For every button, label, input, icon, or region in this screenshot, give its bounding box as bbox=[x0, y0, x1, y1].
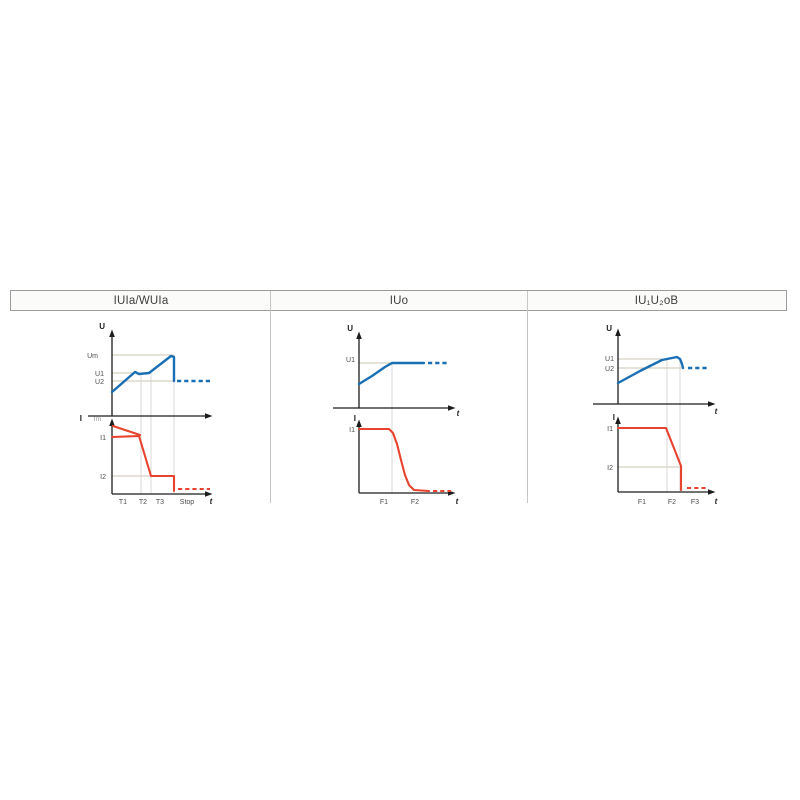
chart-iuo: U U1 t I I1 F1 F2 t bbox=[333, 324, 460, 506]
axis-label-u: U bbox=[606, 324, 612, 333]
tick-label-u1: U1 bbox=[95, 371, 104, 378]
tick-label-stop: Stop bbox=[180, 499, 195, 506]
tick-label-u1: U1 bbox=[605, 356, 614, 363]
blue-solid-curve bbox=[110, 354, 176, 394]
tick-label-f1: F1 bbox=[638, 499, 646, 506]
tick-label-i1: I1 bbox=[100, 435, 106, 442]
axis-arrowhead-up bbox=[109, 329, 115, 337]
axis-label-t: t bbox=[715, 407, 718, 416]
axis-label-u: U bbox=[347, 324, 353, 333]
red-solid-curve bbox=[110, 434, 176, 493]
axis-label-t: t bbox=[457, 409, 460, 418]
tick-label-t3: T3 bbox=[156, 499, 164, 506]
axis-arrowhead-right bbox=[708, 489, 716, 495]
red-solid-curve bbox=[357, 427, 431, 493]
axis-arrowhead-right bbox=[205, 413, 213, 419]
axis-label-t: t bbox=[456, 497, 459, 506]
tick-label-f2: F2 bbox=[668, 499, 676, 506]
axis-arrowhead-right bbox=[448, 405, 456, 411]
axis-label-t: t bbox=[210, 497, 213, 506]
axis-arrowhead-up bbox=[109, 418, 115, 426]
red-solid-curve bbox=[111, 424, 142, 437]
tick-label-u2: U2 bbox=[95, 379, 104, 386]
tick-label-im: Im bbox=[94, 416, 101, 423]
chart-iu1u2ob: U U1 U2 t II1 I2 F1 F2 F3 t bbox=[593, 324, 718, 506]
header-title-text: IUo bbox=[389, 294, 409, 307]
column-divider bbox=[270, 291, 271, 503]
red-solid-curve bbox=[616, 426, 683, 492]
header-title-iuia-wuia: IUIa/WUIa bbox=[11, 291, 271, 310]
blue-solid-curve bbox=[357, 361, 426, 386]
blue-solid-curve bbox=[616, 355, 685, 385]
axis-label-t: t bbox=[715, 497, 718, 506]
axis-arrowhead-up bbox=[356, 419, 362, 427]
tick-label-f1: F1 bbox=[380, 499, 388, 506]
tick-label-f3: F3 bbox=[691, 499, 699, 506]
chart-iuia-wuia: U Um U1U2 I Im I1 I2 T1 T2 T3 Stop t bbox=[80, 322, 213, 506]
header-title-text: IU₁U₂oB bbox=[634, 294, 679, 307]
tick-label-um: Um bbox=[87, 353, 98, 360]
tick-label-t1: T1 bbox=[119, 499, 127, 506]
header-title-iu1u2ob: IU₁U₂oB bbox=[527, 291, 786, 310]
axis-label-i: I bbox=[80, 414, 82, 423]
tick-label-i1: I1 bbox=[607, 426, 613, 433]
axis-arrowhead-right bbox=[205, 491, 213, 497]
tick-label-f2: F2 bbox=[411, 499, 419, 506]
header-title-iuo: IUo bbox=[271, 291, 527, 310]
tick-label-u2: U2 bbox=[605, 366, 614, 373]
tick-label-i2: I2 bbox=[100, 474, 106, 481]
tick-label-i2: I2 bbox=[607, 465, 613, 472]
tick-label-u1: U1 bbox=[346, 357, 355, 364]
axis-arrowhead-up bbox=[615, 328, 621, 336]
header-box: IUIa/WUIa IUo IU₁U₂oB bbox=[10, 290, 787, 311]
axis-arrowhead-right bbox=[708, 401, 716, 407]
tick-label-t2: T2 bbox=[139, 499, 147, 506]
axis-label-i: I bbox=[613, 413, 615, 422]
tick-label-i1: I1 bbox=[349, 427, 355, 434]
axis-arrowhead-up bbox=[615, 416, 621, 424]
axis-label-u: U bbox=[99, 322, 105, 331]
column-divider bbox=[527, 291, 528, 503]
axis-label-i: I bbox=[354, 414, 356, 423]
axis-arrowhead-up bbox=[356, 331, 362, 339]
header-title-text: IUIa/WUIa bbox=[113, 294, 169, 307]
